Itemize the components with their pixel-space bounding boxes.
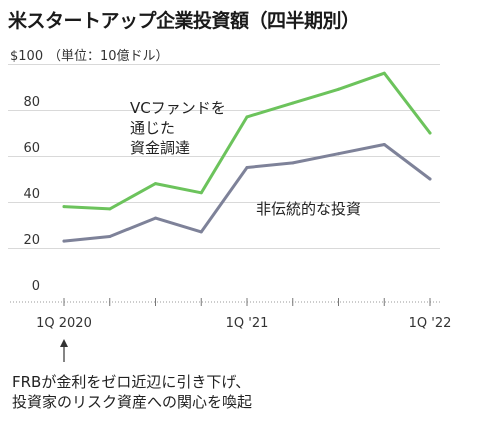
chart-title: 米スタートアップ企業投資額（四半期別） [8, 10, 360, 32]
series-label-vc-funding: VCファンドを [130, 99, 226, 117]
event-annotation-line-2: 投資家のリスク資産への関心を喚起 [12, 393, 253, 411]
x-tick-label: 1Q '22 [409, 316, 452, 331]
data-point-nontraditional [199, 230, 203, 234]
data-point-vc-funding [108, 207, 112, 211]
event-arrow-head [60, 339, 68, 347]
data-point-vc-funding [291, 101, 295, 105]
data-point-nontraditional [382, 143, 386, 146]
series-line-nontraditional [62, 143, 432, 243]
y-tick-label-60: 60 [23, 141, 40, 156]
y-tick-label-0: 0 [32, 279, 40, 294]
x-tick-label: 1Q 2020 [36, 316, 92, 331]
series-label-nontraditional: 非伝統的な投資 [256, 200, 361, 218]
data-point-vc-funding [154, 182, 157, 186]
series-label-vc-funding: 通じた [130, 119, 175, 137]
event-annotation-line-1: FRBが金利をゼロ近辺に引き下げ、 [12, 373, 251, 391]
data-point-nontraditional [337, 152, 340, 156]
y-tick-label-100: $100 [10, 49, 43, 64]
series-label-vc-funding: 資金調達 [130, 139, 190, 157]
data-point-nontraditional [108, 235, 112, 238]
data-point-nontraditional [428, 177, 432, 181]
y-tick-label-80: 80 [23, 95, 40, 110]
data-point-nontraditional [62, 239, 66, 243]
data-point-vc-funding [382, 71, 386, 75]
data-point-vc-funding [62, 205, 66, 209]
y-tick-label-20: 20 [23, 233, 40, 248]
data-point-vc-funding [337, 87, 340, 91]
data-point-vc-funding [428, 131, 432, 135]
data-point-vc-funding [199, 191, 203, 195]
data-point-nontraditional [154, 216, 157, 220]
data-point-nontraditional [245, 166, 249, 169]
x-tick-label: 1Q '21 [226, 316, 269, 331]
y-tick-label-40: 40 [23, 187, 40, 202]
y-axis-unit-label: （単位：10億ドル） [48, 48, 169, 64]
data-point-nontraditional [291, 161, 295, 165]
data-point-vc-funding [245, 115, 249, 119]
event-annotation-text: FRBが金利をゼロ近辺に引き下げ、 投資家のリスク資産への関心を喚起 [12, 372, 252, 412]
series-line-vc-funding [62, 71, 432, 211]
